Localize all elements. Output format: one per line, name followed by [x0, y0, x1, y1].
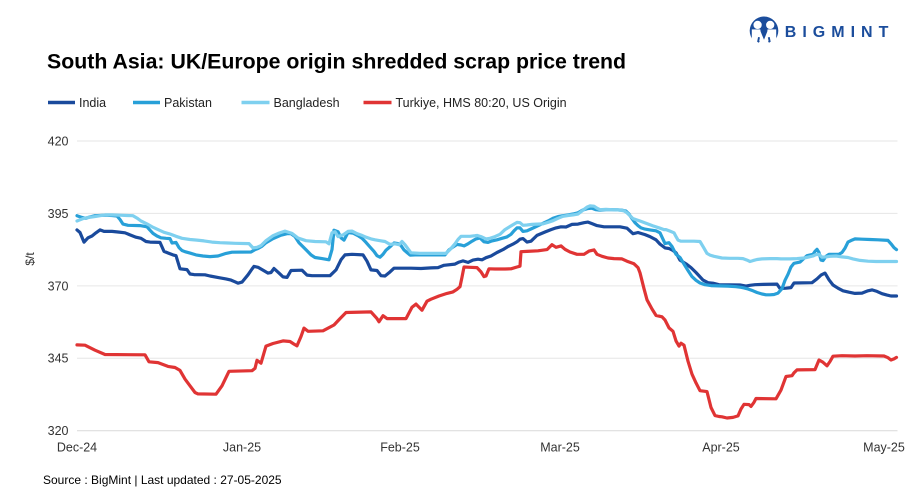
- svg-text:370: 370: [48, 279, 69, 293]
- svg-text:Turkiye, HMS 80:20, US Origin: Turkiye, HMS 80:20, US Origin: [396, 96, 567, 110]
- svg-text:$/t: $/t: [23, 252, 37, 266]
- svg-text:395: 395: [48, 207, 69, 221]
- svg-text:BIGMINT: BIGMINT: [785, 24, 895, 41]
- svg-text:May-25: May-25: [863, 441, 905, 455]
- svg-text:Feb-25: Feb-25: [380, 441, 420, 455]
- svg-text:Pakistan: Pakistan: [164, 96, 212, 110]
- svg-text:Apr-25: Apr-25: [702, 441, 740, 455]
- svg-text:320: 320: [48, 424, 69, 438]
- svg-text:345: 345: [48, 352, 69, 366]
- svg-text:Mar-25: Mar-25: [540, 441, 580, 455]
- svg-text:India: India: [79, 96, 106, 110]
- svg-text:Jan-25: Jan-25: [223, 441, 261, 455]
- svg-text:South Asia: UK/Europe origin s: South Asia: UK/Europe origin shredded sc…: [47, 50, 626, 74]
- svg-text:420: 420: [48, 134, 69, 148]
- svg-text:Dec-24: Dec-24: [57, 441, 97, 455]
- svg-text:Source : BigMint | Last update: Source : BigMint | Last updated : 27-05-…: [43, 473, 282, 487]
- svg-text:Bangladesh: Bangladesh: [274, 96, 340, 110]
